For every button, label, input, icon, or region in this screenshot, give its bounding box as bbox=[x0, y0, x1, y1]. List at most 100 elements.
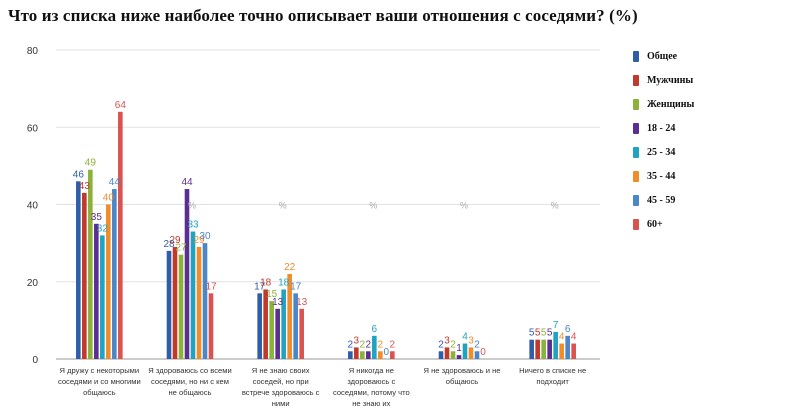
annotation-label: % bbox=[188, 201, 196, 211]
data-label: 33 bbox=[187, 220, 199, 231]
bar bbox=[118, 111, 123, 359]
x-tick-label: соседями, потому что bbox=[333, 388, 410, 397]
data-label: 13 bbox=[272, 297, 284, 308]
x-tick-label: встрече здороваюсь с bbox=[242, 388, 320, 397]
x-tick-label: здороваюсь с bbox=[347, 377, 395, 386]
data-label: 3 bbox=[468, 335, 474, 346]
data-label: 5 bbox=[547, 328, 553, 339]
x-tick-label: Я никогда не bbox=[349, 366, 394, 375]
data-label: 2 bbox=[378, 339, 384, 350]
data-label: 28 bbox=[163, 239, 175, 250]
x-tick-label: Я здороваюсь со всеми bbox=[148, 366, 231, 375]
gridlines bbox=[56, 49, 600, 360]
bar bbox=[275, 308, 280, 359]
legend-item: Женщины bbox=[633, 92, 793, 116]
chart-title: Что из списка ниже наиболее точно описыв… bbox=[8, 6, 638, 25]
legend-swatch bbox=[633, 170, 639, 182]
data-label: 0 bbox=[480, 347, 486, 358]
legend-label: Женщины bbox=[647, 98, 695, 110]
bar bbox=[269, 301, 274, 359]
data-label: 46 bbox=[73, 169, 85, 180]
bar bbox=[456, 355, 462, 359]
x-tick-label: не общаюсь bbox=[168, 388, 211, 397]
legend-swatch bbox=[633, 74, 639, 86]
bar bbox=[293, 293, 298, 359]
data-label: 18 bbox=[260, 277, 272, 288]
legend-swatch bbox=[633, 218, 639, 230]
x-tick-label: Я не здороваюсь и не bbox=[423, 366, 500, 375]
x-tick-label: соседями, но ни с кем bbox=[151, 377, 229, 386]
data-label: 13 bbox=[296, 297, 308, 308]
data-label: 30 bbox=[199, 231, 211, 242]
data-label: 1 bbox=[456, 343, 462, 354]
data-label: 29 bbox=[193, 235, 205, 246]
data-label: 32 bbox=[97, 223, 109, 234]
data-label: 44 bbox=[181, 177, 193, 188]
bar bbox=[565, 335, 570, 359]
data-label: 5 bbox=[535, 328, 541, 339]
legend-label: 25 - 34 bbox=[647, 146, 676, 158]
bar bbox=[547, 339, 552, 359]
bar bbox=[553, 331, 558, 359]
bar bbox=[178, 254, 184, 359]
annotation-label: % bbox=[369, 201, 377, 211]
bar bbox=[202, 243, 208, 359]
bar bbox=[535, 339, 540, 359]
data-label: 35 bbox=[91, 212, 103, 223]
legend-item: 18 - 24 bbox=[633, 116, 793, 140]
bar bbox=[172, 246, 178, 359]
legend-item: Мужчины bbox=[633, 68, 793, 92]
data-label: 6 bbox=[372, 324, 378, 335]
legend-label: 45 - 59 bbox=[647, 194, 676, 206]
data-label: 3 bbox=[354, 335, 360, 346]
bar bbox=[444, 347, 450, 359]
data-label: 2 bbox=[348, 339, 354, 350]
legend-label: Общее bbox=[647, 50, 678, 62]
bar bbox=[354, 347, 359, 359]
bar bbox=[372, 335, 377, 359]
bar bbox=[257, 293, 262, 359]
bar bbox=[208, 293, 214, 359]
data-label: 6 bbox=[565, 324, 571, 335]
bar bbox=[287, 274, 292, 359]
data-label: 5 bbox=[529, 328, 535, 339]
bar bbox=[281, 289, 286, 359]
bar bbox=[299, 308, 304, 359]
data-label: 49 bbox=[85, 158, 97, 169]
bar bbox=[106, 204, 111, 359]
bar bbox=[88, 169, 93, 359]
legend-swatch bbox=[633, 50, 639, 62]
data-label: 18 bbox=[278, 277, 290, 288]
data-label: 3 bbox=[444, 335, 450, 346]
data-label: 0 bbox=[384, 347, 390, 358]
bar bbox=[571, 343, 576, 359]
data-label: 2 bbox=[360, 339, 366, 350]
legend-label: Мужчины bbox=[647, 74, 694, 86]
bar bbox=[474, 351, 480, 359]
bar bbox=[541, 339, 546, 359]
data-label: 2 bbox=[366, 339, 372, 350]
bar bbox=[263, 289, 268, 359]
data-label: 27 bbox=[175, 243, 187, 254]
bar bbox=[82, 192, 87, 359]
annotation-label: % bbox=[551, 201, 559, 211]
bar bbox=[366, 351, 371, 359]
x-tick-label: соседями и со многими bbox=[58, 377, 141, 386]
y-tick-label: 20 bbox=[27, 278, 39, 289]
data-label: 2 bbox=[390, 339, 396, 350]
data-label: 17 bbox=[205, 281, 217, 292]
x-tick-label: ними bbox=[272, 399, 290, 408]
y-axis: 0 20 40 60 80 bbox=[27, 46, 39, 366]
bar bbox=[76, 181, 81, 359]
legend-label: 35 - 44 bbox=[647, 170, 676, 182]
bar bbox=[184, 189, 190, 359]
bar bbox=[360, 351, 365, 359]
bar bbox=[378, 351, 383, 359]
data-label: 40 bbox=[103, 193, 115, 204]
bars bbox=[76, 111, 576, 359]
legend-label: 60+ bbox=[647, 218, 663, 230]
bar bbox=[94, 223, 99, 359]
x-tick-label: соседей, но при bbox=[253, 377, 309, 386]
